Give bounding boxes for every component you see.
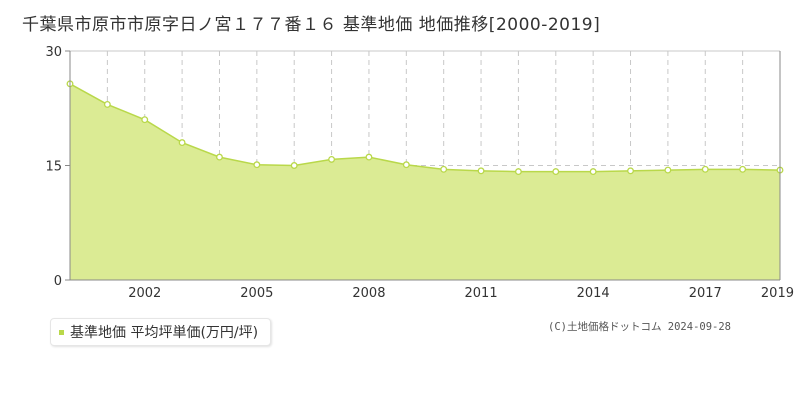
- chart-title: 千葉県市原市市原字日ノ宮１７７番１６ 基準地価 地価推移[2000-2019]: [22, 15, 601, 35]
- legend-label: 基準地価 平均坪単価(万円/坪): [70, 325, 259, 341]
- data-point: [440, 165, 448, 173]
- data-point: [253, 161, 261, 169]
- axis-layer: 0 15 30 2002 2005 2008 2011 2014 2017 2019: [45, 45, 794, 301]
- data-point: [178, 139, 186, 147]
- data-point: [627, 167, 634, 175]
- legend: 基準地価 平均坪単価(万円/坪): [50, 318, 272, 346]
- data-point: [216, 153, 223, 161]
- y-tick-label: 15: [45, 160, 62, 175]
- series-line: [69, 83, 781, 173]
- x-tick-label: 2002: [128, 286, 161, 301]
- data-point: [552, 168, 560, 176]
- data-point: [739, 165, 747, 173]
- x-tick-label: 2014: [577, 286, 610, 301]
- data-point: [141, 116, 149, 124]
- data-point: [589, 168, 597, 176]
- x-tick-label: 2011: [465, 286, 498, 301]
- data-point: [290, 162, 298, 169]
- copyright-credit: (C)土地価格ドットコム 2024-09-28: [548, 321, 732, 333]
- data-point: [402, 161, 410, 169]
- data-point: [477, 167, 485, 175]
- data-point: [365, 153, 373, 161]
- data-point: [103, 100, 111, 108]
- data-point: [328, 155, 336, 163]
- data-point: [664, 166, 672, 174]
- x-tick-label: 2008: [352, 286, 385, 301]
- area-fill: [70, 83, 780, 280]
- x-tick-label: 2005: [240, 286, 273, 301]
- x-tick-label: 2019: [761, 286, 794, 301]
- data-point: [514, 168, 522, 176]
- y-tick-label: 30: [45, 45, 62, 60]
- y-tick-label: 0: [54, 274, 62, 289]
- data-point: [701, 165, 709, 173]
- x-tick-label: 2017: [689, 286, 722, 301]
- legend-swatch: [59, 329, 64, 335]
